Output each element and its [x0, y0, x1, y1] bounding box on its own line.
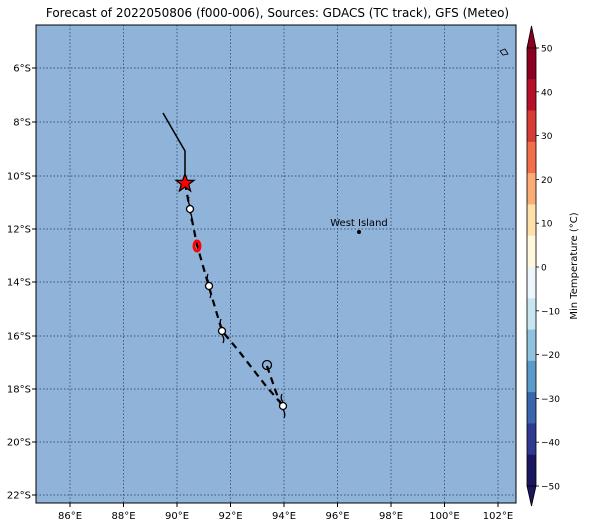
lon-tick-label: 90°E [165, 511, 189, 522]
current-position-star-icon [174, 172, 196, 193]
colorbar-segment [527, 204, 536, 237]
lon-tick-label: 96°E [325, 511, 349, 522]
lon-tick-label: 100°E [429, 511, 459, 522]
lat-tick-label: 12°S [7, 225, 31, 236]
colorbar [526, 25, 537, 507]
colorbar-tick-label: −40 [541, 439, 560, 449]
colorbar-segment [527, 454, 536, 487]
colorbar-tick-label: 40 [541, 88, 553, 98]
colorbar-ticks: 50 40 30 20 10 0 −10 −20 −30 −40 −50 [536, 45, 560, 493]
colorbar-segment [527, 235, 536, 268]
cyclone-icon [204, 273, 214, 299]
lon-tick-label: 98°E [379, 511, 403, 522]
latitude-labels: 6°S 8°S 10°S 12°S 14°S 16°S 18°S 20°S 22°S [7, 64, 36, 502]
lat-tick-label: 20°S [7, 438, 31, 449]
lon-tick-label: 94°E [272, 511, 296, 522]
colorbar-tick-label: −20 [541, 351, 560, 361]
island-outline [499, 48, 509, 56]
colorbar-segment [527, 79, 536, 112]
colorbar-tick-label: 20 [541, 176, 553, 186]
map-title: Forecast of 2022050806 (f000-006), Sourc… [45, 6, 510, 20]
colorbar-tick-label: 0 [541, 264, 547, 274]
colorbar-segment [527, 329, 536, 362]
red-highlight-marker [192, 239, 202, 253]
colorbar-tick-label: −10 [541, 307, 560, 317]
west-island-label: West Island [330, 218, 388, 229]
colorbar-tick-label: −30 [541, 395, 560, 405]
lon-tick-label: 92°E [218, 511, 242, 522]
colorbar-tick-label: 50 [541, 45, 553, 55]
colorbar-segment [527, 423, 536, 456]
lat-tick-label: 18°S [7, 385, 31, 396]
lat-tick-label: 10°S [7, 172, 31, 183]
coastline [499, 48, 509, 56]
map-frame [35, 24, 517, 504]
lat-tick-label: 14°S [7, 278, 31, 289]
storm-track [162, 112, 288, 419]
colorbar-segment [527, 267, 536, 299]
colorbar-segment [527, 141, 536, 174]
colorbar-segment [527, 392, 536, 424]
west-island-marker [357, 230, 361, 234]
graticule [36, 25, 516, 503]
ocean-area [36, 25, 516, 503]
lat-tick-label: 6°S [13, 64, 31, 75]
colorbar-extend-bottom [526, 485, 537, 507]
colorbar-segment [527, 173, 536, 205]
lat-tick-label: 22°S [7, 491, 31, 502]
colorbar-segment [527, 360, 536, 393]
colorbar-label: Min Temperature (°C) [569, 212, 580, 319]
colorbar-segment [527, 110, 536, 143]
storm-position-circle [261, 359, 273, 371]
lon-tick-label: 102°E [483, 511, 513, 522]
lon-tick-label: 88°E [111, 511, 135, 522]
cyclone-icon [185, 196, 195, 222]
lat-tick-label: 8°S [13, 118, 31, 129]
colorbar-tick-label: 30 [541, 132, 553, 142]
cyclone-icon [217, 318, 227, 344]
lon-tick-label: 86°E [58, 511, 82, 522]
colorbar-segment [527, 48, 536, 80]
lat-tick-label: 16°S [7, 332, 31, 343]
cyclone-icon [278, 393, 288, 419]
colorbar-tick-label: −50 [541, 483, 560, 493]
longitude-labels: 86°E 88°E 90°E 92°E 94°E 96°E 98°E 100°E 102°E [58, 503, 513, 522]
colorbar-segment [527, 298, 536, 331]
colorbar-extend-top [526, 25, 537, 49]
colorbar-tick-label: 10 [541, 220, 553, 230]
